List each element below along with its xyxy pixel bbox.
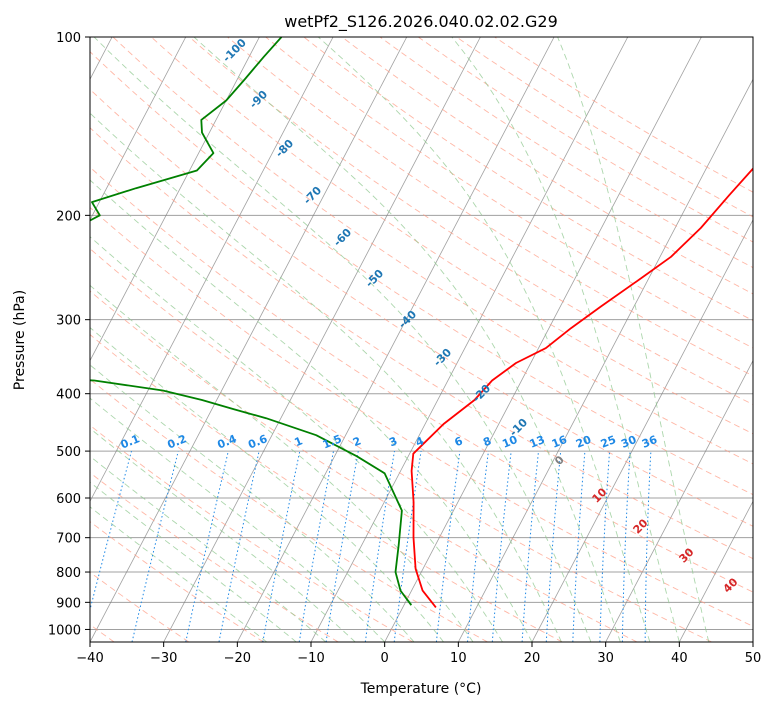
- plot-area: [90, 37, 753, 642]
- dry-adiabat-line: [90, 290, 638, 642]
- dry-adiabat-line: [303, 37, 753, 322]
- mixing-ratio-line: [435, 451, 461, 642]
- moist-adiabat-line: [90, 179, 533, 642]
- x-tick-label: 40: [671, 651, 688, 666]
- moist-adiabat-line: [90, 284, 474, 642]
- isotherm-line: [310, 37, 629, 642]
- mixing-ratio-label: 16: [550, 433, 569, 451]
- mixing-ratio-line: [90, 450, 132, 612]
- y-axis-label: Pressure (hPa): [12, 290, 28, 390]
- mixing-ratio-line: [467, 451, 489, 642]
- moist-adiabat-line: [317, 37, 651, 642]
- moist-adiabat-line: [90, 455, 326, 642]
- isotherm-line: [457, 78, 753, 642]
- mixing-ratio-label: 20: [574, 433, 593, 451]
- isotherm-line: [90, 37, 260, 362]
- dry-adiabat-line: [379, 37, 753, 269]
- isotherm-line: [531, 219, 753, 642]
- mixing-ratio-label: 13: [528, 433, 547, 451]
- dry-adiabat-line: [90, 333, 563, 642]
- plot-frame: [89, 36, 754, 643]
- y-tick-label: 300: [56, 314, 81, 329]
- moist-adiabat-line: [90, 397, 386, 642]
- mixing-ratio-line: [185, 450, 229, 642]
- mixing-ratio-label: 3: [387, 434, 399, 449]
- mixing-ratio-label: 25: [599, 433, 618, 451]
- moist-adiabat-line: [193, 37, 621, 642]
- dry-adiabat-line: [90, 51, 753, 496]
- mixing-ratio-label: 1: [293, 434, 305, 449]
- dry-adiabat-line: [494, 37, 753, 193]
- y-tick-label: 1000: [48, 623, 81, 638]
- moist-adiabat-line: [90, 481, 297, 642]
- dry-adiabat-line: [112, 37, 753, 465]
- y-tick-label: 500: [56, 445, 81, 460]
- dry-adiabat-line: [456, 37, 753, 218]
- mixing-ratio-label: 2: [351, 434, 363, 449]
- x-tick-label: 50: [745, 651, 762, 666]
- moist-adiabat-line: [90, 364, 415, 642]
- mixing-ratio-line: [218, 450, 260, 642]
- mixing-ratio-label: 10: [500, 433, 519, 451]
- moist-adiabat-line: [90, 427, 356, 642]
- x-tick-label: 20: [524, 651, 541, 666]
- temperature-profile-line: [410, 167, 753, 608]
- dry-adiabat-line: [418, 37, 753, 243]
- y-tick-label: 600: [56, 492, 81, 507]
- moist-adiabat-line: [90, 236, 503, 642]
- chart-title: wetPf2_S126.2026.040.02.02.G29: [284, 12, 558, 32]
- isotherm-line: [605, 359, 753, 642]
- mixing-ratio-line: [364, 451, 395, 642]
- y-tick-label: 200: [56, 209, 81, 224]
- x-tick-label: −30: [150, 651, 177, 666]
- dewpoint-profile-line: [90, 37, 413, 606]
- mixing-ratio-line: [521, 451, 539, 642]
- dry-adiabat-line: [265, 37, 753, 349]
- mixing-ratio-line: [491, 451, 512, 642]
- mixing-ratio-line: [393, 451, 422, 642]
- isotherm-line: [90, 37, 187, 221]
- mixing-ratio-label: 36: [640, 433, 659, 451]
- mixing-ratio-label: 8: [481, 434, 493, 449]
- x-tick-label: −40: [76, 651, 103, 666]
- dry-adiabat-line: [150, 37, 753, 435]
- x-tick-label: 30: [597, 651, 614, 666]
- isotherm-line: [678, 500, 753, 642]
- x-axis-label: Temperature (°C): [360, 681, 482, 697]
- x-tick-label: −10: [297, 651, 324, 666]
- y-tick-label: 400: [56, 388, 81, 403]
- isotherm-line: [90, 37, 408, 642]
- dry-adiabat-line: [189, 37, 753, 406]
- dry-adiabat-line: [227, 37, 753, 377]
- y-tick-label: 900: [56, 596, 81, 611]
- dry-adiabat-line: [90, 424, 414, 642]
- moist-adiabat-line: [557, 37, 710, 642]
- dry-adiabat-line: [90, 206, 753, 627]
- x-tick-label: 0: [381, 651, 389, 666]
- mixing-ratio-label: 30: [619, 433, 638, 451]
- axes: −40 −30 −20 −10 0 10 20 30 40 50 100 200 300 400 500 60…: [48, 31, 761, 666]
- isotherm-line: [90, 37, 334, 503]
- x-tick-label: −20: [224, 651, 251, 666]
- isotherm-line: [384, 37, 702, 642]
- dry-adiabat-line: [90, 248, 712, 642]
- isotherm-line: [163, 37, 481, 642]
- isotherm-line: [236, 37, 555, 642]
- mixing-ratio-line: [131, 450, 179, 642]
- y-tick-label: 700: [56, 532, 81, 547]
- dry-adiabat-line: [90, 472, 339, 642]
- y-tick-label: 800: [56, 566, 81, 581]
- moist-adiabat-line: [93, 37, 592, 642]
- x-tick-label: 10: [450, 651, 467, 666]
- dry-adiabat-line: [90, 127, 753, 560]
- y-tick-label: 100: [56, 31, 81, 46]
- dry-adiabat-line: [90, 166, 753, 593]
- dry-adiabat-line: [341, 37, 753, 295]
- moist-adiabat-line: [451, 37, 680, 642]
